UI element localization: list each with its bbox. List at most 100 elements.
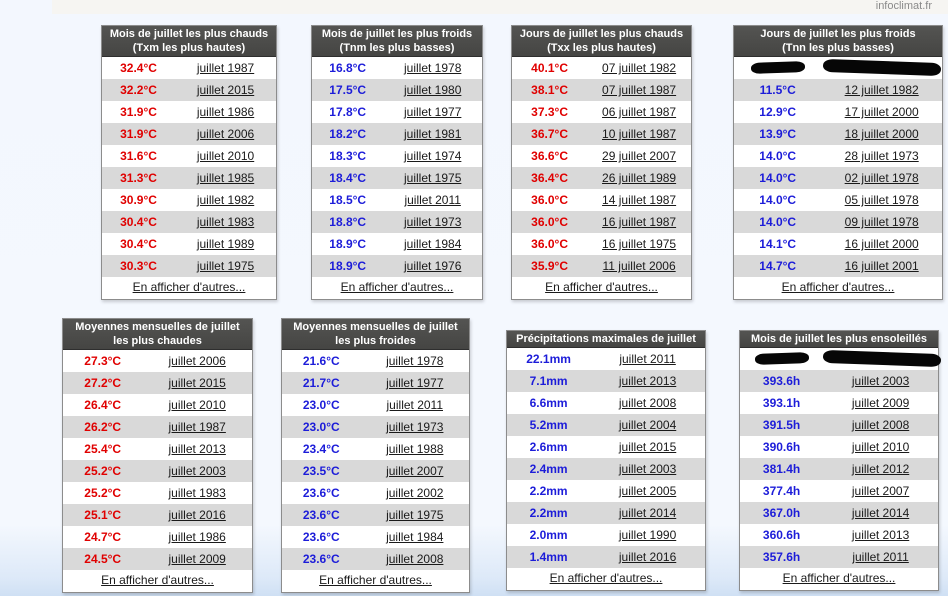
date-link[interactable]: juillet 2005: [618, 484, 677, 498]
date-link[interactable]: juillet 2015: [168, 376, 226, 390]
date-link[interactable]: 07 juillet 1982: [602, 61, 677, 75]
date-link[interactable]: 18 juillet 2000: [844, 127, 919, 141]
table-row: 37.3°C 06 juillet 1987: [512, 101, 691, 123]
show-more-link[interactable]: En afficher d'autres...: [132, 280, 246, 294]
date-link[interactable]: juillet 2006: [168, 354, 226, 368]
date-link[interactable]: 16 juillet 1987: [602, 215, 677, 229]
date-link[interactable]: 17 juillet 2000: [844, 105, 919, 119]
date-link[interactable]: juillet 1983: [196, 215, 255, 229]
show-more-link[interactable]: En afficher d'autres...: [549, 571, 663, 585]
date-link[interactable]: juillet 2008: [851, 418, 910, 432]
date-link[interactable]: juillet 1976: [404, 259, 462, 273]
date-link[interactable]: 14 juillet 1987: [602, 193, 677, 207]
value-cell: 2.0mm: [529, 528, 568, 542]
date-link[interactable]: juillet 1975: [196, 259, 255, 273]
table-row: 2.6mm juillet 2015: [507, 436, 705, 458]
date-link[interactable]: 07 juillet 1987: [602, 83, 677, 97]
date-link[interactable]: juillet 2003: [168, 464, 226, 478]
date-link[interactable]: 11 juillet 2006: [602, 259, 676, 273]
table-row: 11.5°C 12 juillet 1982: [734, 79, 942, 101]
date-link[interactable]: juillet 1983: [168, 486, 226, 500]
date-link[interactable]: 05 juillet 1978: [844, 193, 919, 207]
value-cell: 17.8°C: [329, 105, 367, 119]
date-link[interactable]: 16 juillet 2000: [844, 237, 919, 251]
date-link[interactable]: juillet 2009: [851, 396, 910, 410]
date-link[interactable]: juillet 2016: [168, 508, 226, 522]
date-link[interactable]: juillet 2002: [386, 486, 444, 500]
date-link[interactable]: juillet 2013: [618, 374, 677, 388]
date-link[interactable]: juillet 2010: [168, 398, 226, 412]
date-link[interactable]: juillet 1978: [404, 61, 462, 75]
date-link[interactable]: 16 juillet 2001: [844, 259, 919, 273]
show-more-link[interactable]: En afficher d'autres...: [319, 573, 432, 587]
table-moyennes-mensuelles-plus-froides: Moyennes mensuelles de juillet les plus f…: [281, 318, 470, 593]
table-row: 1.4mm juillet 2016: [507, 546, 705, 568]
date-link[interactable]: 29 juillet 2007: [602, 149, 677, 163]
date-link[interactable]: juillet 2012: [851, 462, 910, 476]
show-more-link[interactable]: En afficher d'autres...: [782, 571, 896, 585]
date-link[interactable]: juillet 2015: [618, 440, 677, 454]
date-cell: juillet 2010: [175, 145, 276, 167]
date-link[interactable]: juillet 1984: [386, 530, 444, 544]
date-link[interactable]: 06 juillet 1987: [602, 105, 677, 119]
date-link[interactable]: juillet 2006: [196, 127, 255, 141]
date-link[interactable]: juillet 1982: [196, 193, 255, 207]
date-link[interactable]: juillet 2007: [851, 484, 910, 498]
date-link[interactable]: juillet 2013: [851, 528, 910, 542]
date-link[interactable]: juillet 1977: [404, 105, 462, 119]
date-link[interactable]: juillet 2014: [618, 506, 677, 520]
date-link[interactable]: juillet 2003: [618, 462, 677, 476]
date-link[interactable]: juillet 2011: [386, 398, 443, 412]
date-link[interactable]: juillet 2011: [852, 550, 909, 564]
date-link[interactable]: juillet 2004: [618, 418, 677, 432]
date-link[interactable]: juillet 2007: [386, 464, 444, 478]
date-link[interactable]: juillet 2011: [404, 193, 461, 207]
date-link[interactable]: juillet 1986: [168, 530, 226, 544]
date-link[interactable]: juillet 2014: [851, 506, 910, 520]
date-link[interactable]: juillet 1989: [196, 237, 255, 251]
date-link[interactable]: juillet 1987: [168, 420, 226, 434]
date-link[interactable]: juillet 2010: [196, 149, 255, 163]
date-link[interactable]: juillet 1990: [618, 528, 677, 542]
date-link[interactable]: 26 juillet 1989: [602, 171, 677, 185]
date-link[interactable]: juillet 2016: [618, 550, 677, 564]
date-link[interactable]: juillet 1975: [386, 508, 444, 522]
date-link[interactable]: juillet 2015: [196, 83, 255, 97]
date-link[interactable]: juillet 1981: [404, 127, 462, 141]
date-link[interactable]: 10 juillet 1987: [602, 127, 677, 141]
date-link[interactable]: juillet 1987: [196, 61, 255, 75]
show-more-link[interactable]: En afficher d'autres...: [340, 280, 454, 294]
show-more-link[interactable]: En afficher d'autres...: [781, 280, 895, 294]
date-link[interactable]: juillet 2009: [168, 552, 226, 566]
date-link[interactable]: juillet 1980: [404, 83, 462, 97]
date-link[interactable]: juillet 2010: [851, 440, 910, 454]
show-more-link[interactable]: En afficher d'autres...: [101, 573, 214, 587]
date-link[interactable]: juillet 1974: [404, 149, 462, 163]
date-link[interactable]: juillet 1973: [404, 215, 462, 229]
date-link[interactable]: juillet 2003: [851, 374, 910, 388]
date-cell: 17 juillet 2000: [821, 101, 942, 123]
date-link[interactable]: juillet 2013: [168, 442, 226, 456]
date-link[interactable]: juillet 2008: [618, 396, 677, 410]
date-link[interactable]: juillet 1984: [404, 237, 462, 251]
value-cell: 17.5°C: [329, 83, 367, 97]
date-link[interactable]: 28 juillet 1973: [844, 149, 919, 163]
date-link[interactable]: juillet 1985: [196, 171, 255, 185]
table-row: 25.1°C juillet 2016: [63, 504, 252, 526]
date-link[interactable]: juillet 2011: [619, 352, 676, 366]
table-row: 30.4°C juillet 1989: [102, 233, 276, 255]
date-link[interactable]: juillet 1986: [196, 105, 255, 119]
date-link[interactable]: juillet 2008: [386, 552, 444, 566]
date-link[interactable]: juillet 1977: [386, 376, 444, 390]
date-link[interactable]: juillet 1988: [386, 442, 444, 456]
date-link[interactable]: juillet 1973: [386, 420, 444, 434]
date-link[interactable]: 12 juillet 1982: [844, 83, 919, 97]
table-header: Moyennes mensuelles de juillet les plus c…: [63, 319, 252, 350]
date-link[interactable]: 16 juillet 1975: [602, 237, 677, 251]
date-link[interactable]: juillet 1975: [404, 171, 462, 185]
table-row: 25.4°C juillet 2013: [63, 438, 252, 460]
date-link[interactable]: 02 juillet 1978: [844, 171, 919, 185]
show-more-link[interactable]: En afficher d'autres...: [545, 280, 658, 294]
date-link[interactable]: juillet 1978: [386, 354, 444, 368]
date-link[interactable]: 09 juillet 1978: [844, 215, 919, 229]
